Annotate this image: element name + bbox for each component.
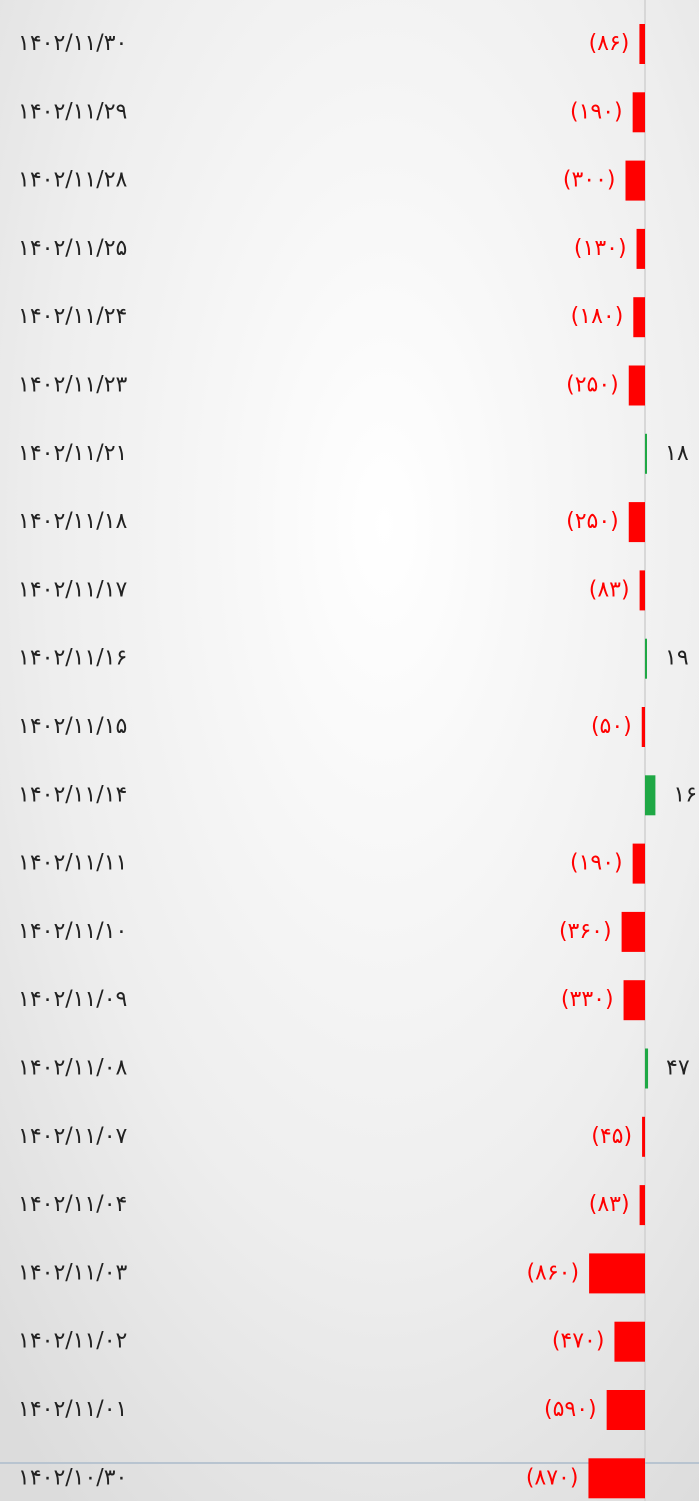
bar	[623, 980, 645, 1021]
value-label: (۱۳۰)	[574, 236, 627, 261]
value-label: (۲۵۰)	[566, 509, 619, 534]
value-label: (۸۷۰)	[526, 1465, 579, 1490]
value-label: (۱۹۰)	[570, 851, 623, 876]
value-label: (۸۳)	[589, 1192, 630, 1217]
bar	[639, 570, 645, 611]
date-label: ۱۴۰۲/۱۱/۰۷	[18, 1124, 128, 1149]
date-label: ۱۴۰۲/۱۱/۰۸	[18, 1056, 128, 1081]
date-label: ۱۴۰۲/۱۱/۲۳	[18, 373, 128, 398]
value-label: (۸۶)	[589, 31, 630, 56]
date-label: ۱۴۰۲/۱۱/۱۵	[18, 714, 127, 739]
bar	[645, 1048, 649, 1089]
value-label: (۳۶۰)	[559, 919, 612, 944]
date-label: ۱۴۰۲/۱۱/۰۲	[18, 1329, 127, 1354]
value-label: (۱۸۰)	[571, 304, 624, 329]
value-label: (۴۵)	[591, 1124, 632, 1149]
value-label: (۴۷۰)	[552, 1329, 605, 1354]
date-label: ۱۴۰۲/۱۱/۲۹	[18, 99, 127, 124]
value-label: (۳۳۰)	[561, 987, 614, 1012]
value-label: (۲۵۰)	[566, 373, 619, 398]
value-label: (۸۶۰)	[526, 1260, 579, 1285]
date-label: ۱۴۰۲/۱۰/۳۰	[18, 1465, 127, 1490]
date-label: ۱۴۰۲/۱۱/۲۵	[18, 236, 127, 261]
date-label: ۱۴۰۲/۱۱/۱۶	[18, 646, 127, 671]
bar	[639, 24, 645, 64]
bar	[588, 1458, 645, 1499]
bar	[606, 1390, 645, 1430]
date-label: ۱۴۰۲/۱۱/۱۸	[18, 509, 128, 534]
date-label: ۱۴۰۲/۱۱/۱۴	[18, 782, 127, 807]
date-label: ۱۴۰۲/۱۱/۱۱	[18, 851, 127, 876]
bar	[636, 228, 645, 269]
bar	[645, 775, 656, 816]
value-label: (۸۳)	[589, 577, 630, 602]
bar	[589, 1253, 645, 1294]
bar	[621, 911, 645, 952]
bar	[645, 433, 647, 474]
bar	[625, 160, 645, 201]
date-label: ۱۴۰۲/۱۱/۰۳	[18, 1260, 128, 1285]
bar	[628, 502, 645, 543]
bar	[642, 1116, 645, 1157]
value-label: (۵۹۰)	[544, 1397, 597, 1422]
value-label: (۱۹۰)	[570, 99, 623, 124]
date-label: ۱۴۰۲/۱۱/۰۱	[18, 1397, 127, 1422]
date-label: ۱۴۰۲/۱۱/۰۴	[18, 1192, 127, 1217]
date-label: ۱۴۰۲/۱۱/۱۷	[18, 577, 128, 602]
bar	[632, 92, 645, 133]
bar	[641, 707, 645, 747]
value-label: ۴۷	[666, 1056, 690, 1081]
bar	[639, 1185, 645, 1226]
date-label: ۱۴۰۲/۱۱/۲۴	[18, 304, 127, 329]
value-label: (۵۰)	[591, 714, 632, 739]
bar	[632, 843, 645, 884]
value-label: (۳۰۰)	[563, 168, 616, 193]
date-label: ۱۴۰۲/۱۱/۲۸	[18, 168, 128, 193]
date-label: ۱۴۰۲/۱۱/۳۰	[18, 31, 127, 56]
date-label: ۱۴۰۲/۱۱/۱۰	[18, 919, 127, 944]
value-label: ۱۹	[665, 646, 689, 671]
date-label: ۱۴۰۲/۱۱/۰۹	[18, 987, 127, 1012]
bar	[628, 365, 645, 406]
value-label: ۱۸	[665, 441, 689, 466]
bar	[645, 638, 647, 679]
date-label: ۱۴۰۲/۱۱/۲۱	[18, 441, 127, 466]
bar	[614, 1321, 645, 1362]
bar	[633, 297, 645, 338]
value-label: ۱۶	[673, 782, 697, 807]
